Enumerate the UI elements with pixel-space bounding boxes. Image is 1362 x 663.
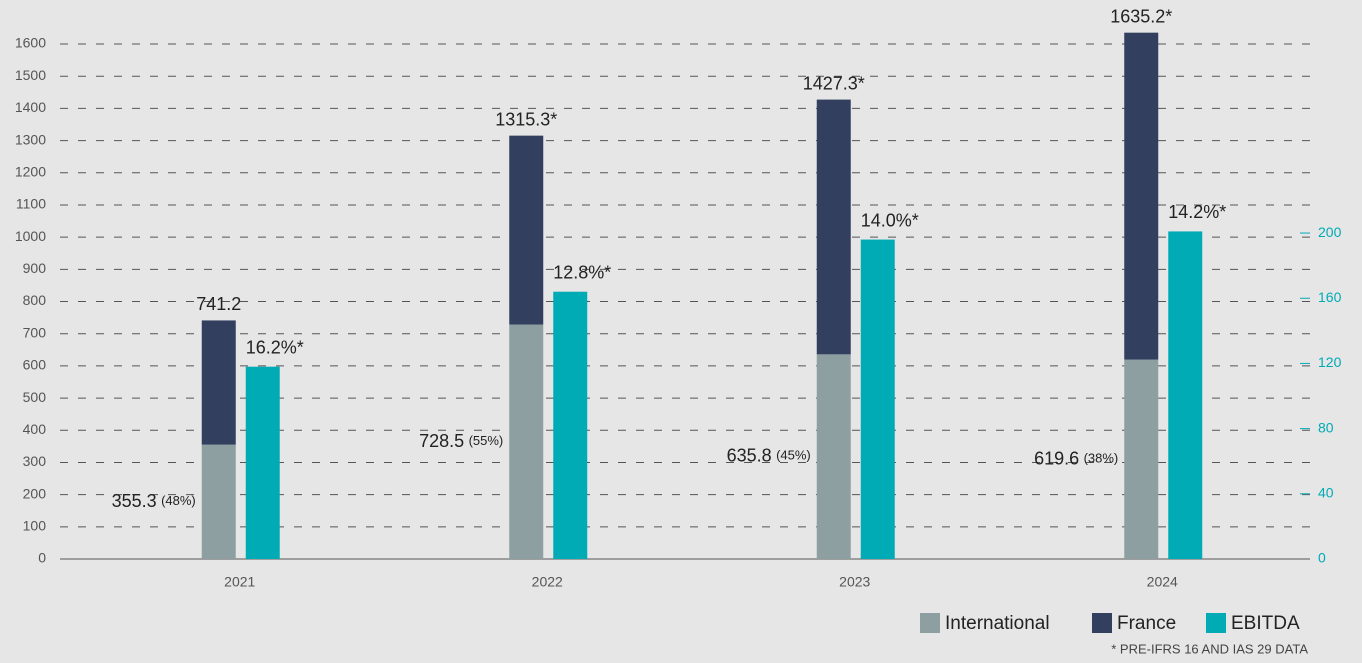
total-label: 1635.2*: [1110, 6, 1172, 26]
y-tick-label: 200: [23, 485, 47, 501]
total-label: 741.2: [196, 294, 241, 314]
y2-tick-label: 0: [1318, 550, 1326, 566]
ebitda-margin-label: 12.8%*: [553, 262, 611, 282]
international-value: 635.8: [727, 445, 772, 465]
x-tick-label: 2023: [839, 574, 870, 590]
bar-ebitda: [553, 291, 588, 559]
y2-tick-label: 40: [1318, 485, 1334, 501]
bar-france: [816, 99, 851, 355]
international-value: 728.5: [419, 431, 464, 451]
bar-france: [201, 320, 236, 445]
y-tick-label: 300: [23, 453, 47, 469]
ebitda-margin-label: 14.0%*: [861, 210, 919, 230]
x-tick-label: 2022: [532, 574, 563, 590]
bar-ebitda: [1168, 231, 1203, 559]
international-share: (38%): [1084, 451, 1119, 466]
y-tick-label: 1000: [15, 228, 46, 244]
bar-france: [509, 135, 544, 325]
y-tick-label: 1600: [15, 35, 46, 51]
y-tick-label: 700: [23, 324, 47, 340]
y-tick-label: 1200: [15, 163, 46, 179]
y-tick-label: 1300: [15, 131, 46, 147]
y-tick-label: 600: [23, 357, 47, 373]
international-label: 728.5 (55%): [419, 431, 503, 451]
bar-france: [1124, 32, 1159, 360]
total-label: 1315.3*: [495, 109, 557, 129]
y-tick-label: 500: [23, 389, 47, 405]
y-tick-label: 100: [23, 518, 47, 534]
x-tick-label: 2021: [224, 574, 255, 590]
bar-international: [1124, 359, 1159, 559]
y-tick-label: 1500: [15, 67, 46, 83]
ebitda-margin-label: 16.2%*: [246, 337, 304, 357]
international-label: 619.6 (38%): [1034, 448, 1118, 468]
x-tick-label: 2024: [1147, 574, 1178, 590]
legend-label: France: [1117, 613, 1176, 634]
international-share: (45%): [776, 448, 811, 463]
y2-tick-label: 120: [1318, 354, 1342, 370]
footnote: * PRE-IFRS 16 AND IAS 29 DATA: [1111, 641, 1308, 656]
y-tick-label: 1400: [15, 99, 46, 115]
bar-international: [816, 354, 851, 559]
y2-tick-label: 200: [1318, 224, 1342, 240]
legend-swatch: [1092, 613, 1112, 633]
legend-label: International: [945, 613, 1050, 634]
y2-tick-label: 160: [1318, 289, 1342, 305]
bar-international: [201, 444, 236, 559]
bar-ebitda: [245, 366, 280, 559]
bar-ebitda: [860, 239, 895, 559]
international-label: 355.3 (48%): [112, 491, 196, 511]
international-share: (48%): [161, 493, 196, 508]
bar-international: [509, 324, 544, 559]
y-tick-label: 0: [38, 550, 46, 566]
legend-swatch: [920, 613, 940, 633]
international-share: (55%): [469, 433, 504, 448]
y-tick-label: 1100: [16, 196, 46, 212]
y-tick-label: 900: [23, 260, 47, 276]
y-tick-label: 400: [23, 421, 47, 437]
y-tick-label: 800: [23, 292, 47, 308]
ebitda-margin-label: 14.2%*: [1168, 202, 1226, 222]
international-value: 619.6: [1034, 448, 1079, 468]
legend-swatch: [1206, 613, 1226, 633]
total-label: 1427.3*: [803, 73, 865, 93]
y2-tick-label: 80: [1318, 419, 1334, 435]
international-label: 635.8 (45%): [727, 445, 811, 465]
international-value: 355.3: [112, 491, 157, 511]
legend-label: EBITDA: [1231, 613, 1300, 634]
